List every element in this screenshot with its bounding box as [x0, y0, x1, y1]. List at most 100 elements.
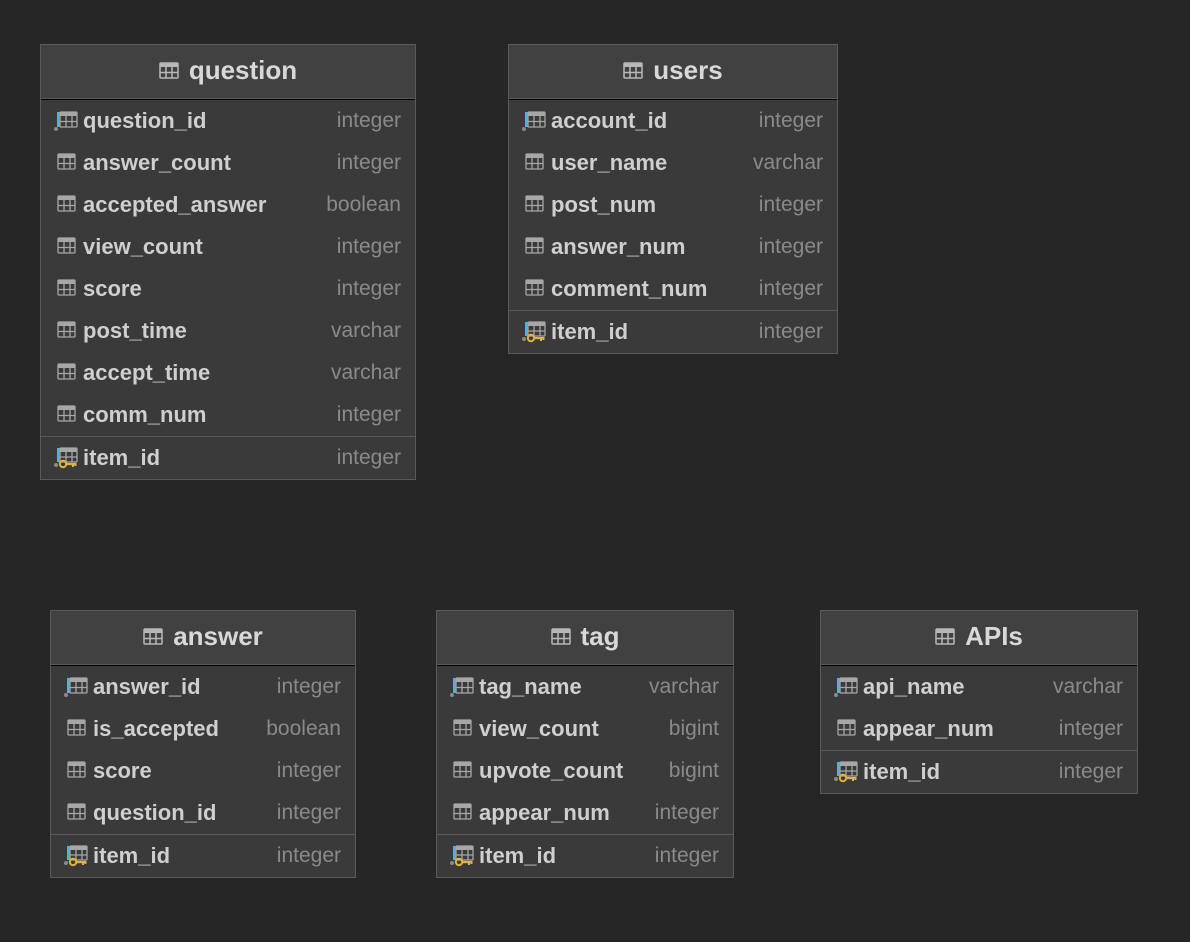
column-row[interactable]: answer_countinteger — [41, 142, 415, 184]
column-name: answer_count — [81, 150, 329, 176]
column-icon — [521, 236, 549, 258]
column-row[interactable]: item_idinteger — [51, 834, 355, 877]
table-question[interactable]: questionquestion_idintegeranswer_countin… — [40, 44, 416, 480]
column-type: boolean — [258, 717, 341, 741]
column-type: integer — [329, 277, 401, 301]
column-type: integer — [751, 109, 823, 133]
column-type: integer — [269, 801, 341, 825]
column-icon — [521, 278, 549, 300]
table-icon — [159, 62, 179, 80]
column-icon — [53, 278, 81, 300]
column-row[interactable]: appear_numinteger — [437, 792, 733, 834]
column-name: score — [91, 758, 269, 784]
column-row[interactable]: question_idinteger — [41, 99, 415, 142]
column-icon — [53, 404, 81, 426]
column-name: user_name — [549, 150, 745, 176]
column-name: comm_num — [81, 402, 329, 428]
column-row[interactable]: item_idinteger — [437, 834, 733, 877]
column-icon — [53, 362, 81, 384]
column-type: integer — [647, 844, 719, 868]
table-header[interactable]: question — [41, 45, 415, 99]
column-icon — [449, 760, 477, 782]
column-type: integer — [647, 801, 719, 825]
column-row[interactable]: appear_numinteger — [821, 708, 1137, 750]
pk-column-icon — [63, 676, 91, 698]
pk-column-icon — [449, 676, 477, 698]
table-header[interactable]: tag — [437, 611, 733, 665]
column-type: integer — [269, 844, 341, 868]
column-row[interactable]: post_numinteger — [509, 184, 837, 226]
column-name: appear_num — [477, 800, 647, 826]
column-icon — [521, 194, 549, 216]
column-row[interactable]: upvote_countbigint — [437, 750, 733, 792]
column-row[interactable]: view_countbigint — [437, 708, 733, 750]
table-title: APIs — [965, 621, 1023, 652]
pk-column-icon — [53, 110, 81, 132]
column-row[interactable]: is_acceptedboolean — [51, 708, 355, 750]
column-type: integer — [329, 403, 401, 427]
column-name: api_name — [861, 674, 1045, 700]
pk-column-icon — [521, 110, 549, 132]
column-type: varchar — [641, 675, 719, 699]
column-name: item_id — [477, 843, 647, 869]
column-icon — [449, 718, 477, 740]
column-row[interactable]: user_namevarchar — [509, 142, 837, 184]
fk-column-icon — [63, 845, 91, 867]
column-row[interactable]: accept_timevarchar — [41, 352, 415, 394]
column-row[interactable]: question_idinteger — [51, 792, 355, 834]
column-row[interactable]: tag_namevarchar — [437, 665, 733, 708]
column-type: boolean — [318, 193, 401, 217]
column-row[interactable]: post_timevarchar — [41, 310, 415, 352]
column-name: tag_name — [477, 674, 641, 700]
column-row[interactable]: view_countinteger — [41, 226, 415, 268]
column-row[interactable]: accepted_answerboolean — [41, 184, 415, 226]
column-type: integer — [329, 235, 401, 259]
column-name: score — [81, 276, 329, 302]
column-icon — [63, 760, 91, 782]
column-type: bigint — [661, 759, 719, 783]
column-type: integer — [751, 193, 823, 217]
table-header[interactable]: answer — [51, 611, 355, 665]
table-header[interactable]: users — [509, 45, 837, 99]
fk-column-icon — [833, 761, 861, 783]
column-name: view_count — [81, 234, 329, 260]
table-users[interactable]: usersaccount_idintegeruser_namevarcharpo… — [508, 44, 838, 354]
column-name: upvote_count — [477, 758, 661, 784]
column-type: varchar — [1045, 675, 1123, 699]
column-icon — [53, 320, 81, 342]
column-type: integer — [269, 759, 341, 783]
column-type: varchar — [323, 361, 401, 385]
column-row[interactable]: scoreinteger — [41, 268, 415, 310]
fk-column-icon — [449, 845, 477, 867]
column-type: varchar — [745, 151, 823, 175]
column-name: post_num — [549, 192, 751, 218]
column-type: integer — [329, 446, 401, 470]
column-type: integer — [329, 151, 401, 175]
column-row[interactable]: scoreinteger — [51, 750, 355, 792]
column-type: integer — [269, 675, 341, 699]
table-icon — [935, 628, 955, 646]
pk-column-icon — [833, 676, 861, 698]
column-row[interactable]: comment_numinteger — [509, 268, 837, 310]
table-tag[interactable]: tagtag_namevarcharview_countbigintupvote… — [436, 610, 734, 878]
column-row[interactable]: api_namevarchar — [821, 665, 1137, 708]
column-row[interactable]: item_idinteger — [821, 750, 1137, 793]
column-name: item_id — [91, 843, 269, 869]
column-name: item_id — [81, 445, 329, 471]
table-title: answer — [173, 621, 263, 652]
table-header[interactable]: APIs — [821, 611, 1137, 665]
column-row[interactable]: item_idinteger — [41, 436, 415, 479]
column-row[interactable]: answer_idinteger — [51, 665, 355, 708]
column-type: integer — [1051, 760, 1123, 784]
column-row[interactable]: answer_numinteger — [509, 226, 837, 268]
column-name: question_id — [81, 108, 329, 134]
column-row[interactable]: item_idinteger — [509, 310, 837, 353]
column-icon — [521, 152, 549, 174]
column-name: view_count — [477, 716, 661, 742]
table-apis[interactable]: APIsapi_namevarcharappear_numintegeritem… — [820, 610, 1138, 794]
column-row[interactable]: comm_numinteger — [41, 394, 415, 436]
column-name: item_id — [861, 759, 1051, 785]
column-row[interactable]: account_idinteger — [509, 99, 837, 142]
table-answer[interactable]: answer answer_idintegeris_acceptedboolean… — [50, 610, 356, 878]
column-name: post_time — [81, 318, 323, 344]
